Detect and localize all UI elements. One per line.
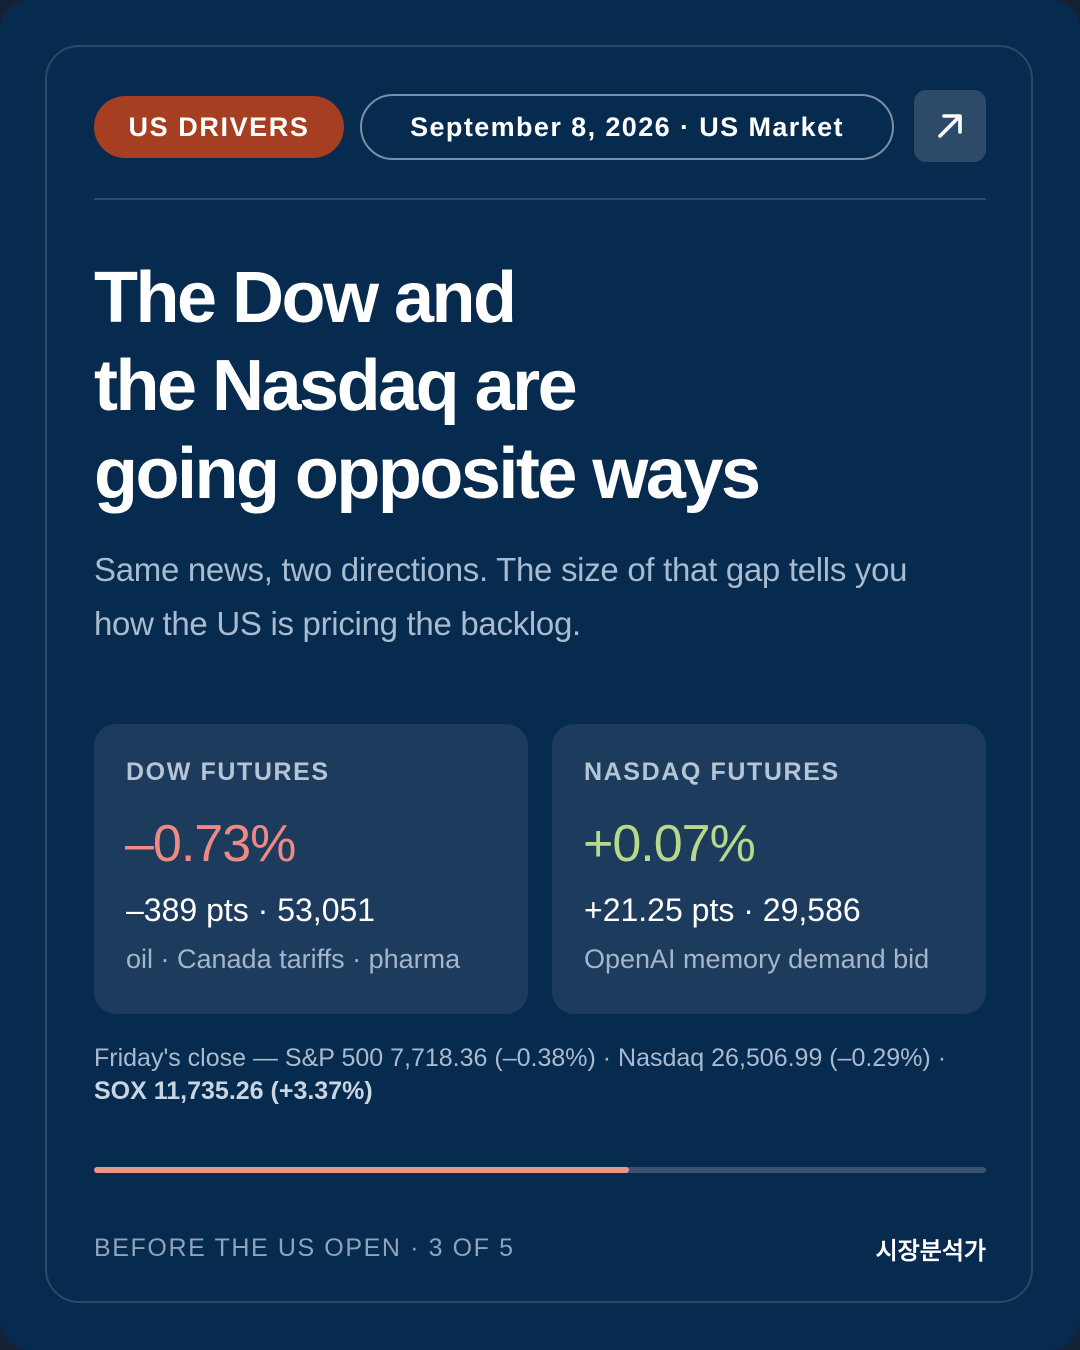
nasdaq-drivers: OpenAI memory demand bid (584, 944, 930, 974)
arrow-up-right-icon (938, 114, 962, 138)
headline-line: The Dow and (94, 258, 517, 338)
series-position-label: BEFORE THE US OPEN · 3 OF 5 (94, 1234, 515, 1262)
category-badge: US DRIVERS (94, 96, 344, 158)
friday-close-summary: Friday's close — S&P 500 7,718.36 (–0.38… (94, 1042, 974, 1108)
headline-line: the Nasdaq are (94, 346, 578, 426)
dow-points-level: –389 pts · 53,051 (126, 892, 376, 928)
dow-futures-label: DOW FUTURES (126, 758, 330, 786)
dow-futures-panel: DOW FUTURES –0.73% –389 pts · 53,051 oil… (94, 724, 528, 1014)
nasdaq-points-level: +21.25 pts · 29,586 (584, 892, 861, 928)
sox-highlight: SOX 11,735.26 (+3.37%) (94, 1077, 373, 1105)
subtitle: Same news, two directions. The size of t… (94, 551, 908, 642)
nasdaq-futures-panel: NASDAQ FUTURES +0.07% +21.25 pts · 29,58… (552, 724, 986, 1014)
dow-change-percent: –0.73% (125, 815, 296, 873)
date-market-pill: September 8, 2026 · US Market (360, 94, 894, 160)
brand-name: 시장분석가 (875, 1237, 986, 1265)
story-progress-fill (94, 1167, 630, 1173)
nasdaq-change-percent: +0.07% (583, 815, 756, 873)
friday-close-text: Friday's close — S&P 500 7,718.36 (–0.38… (94, 1044, 947, 1072)
headline: The Dow and the Nasdaq are going opposit… (94, 254, 994, 518)
headline-line: going opposite ways (94, 434, 761, 514)
story-card (45, 45, 1033, 1303)
dow-drivers: oil · Canada tariffs · pharma (126, 944, 461, 974)
open-story-button[interactable] (914, 90, 986, 162)
nasdaq-futures-label: NASDAQ FUTURES (584, 758, 840, 786)
story-progress-bar (94, 1167, 986, 1173)
header-divider (94, 198, 986, 200)
